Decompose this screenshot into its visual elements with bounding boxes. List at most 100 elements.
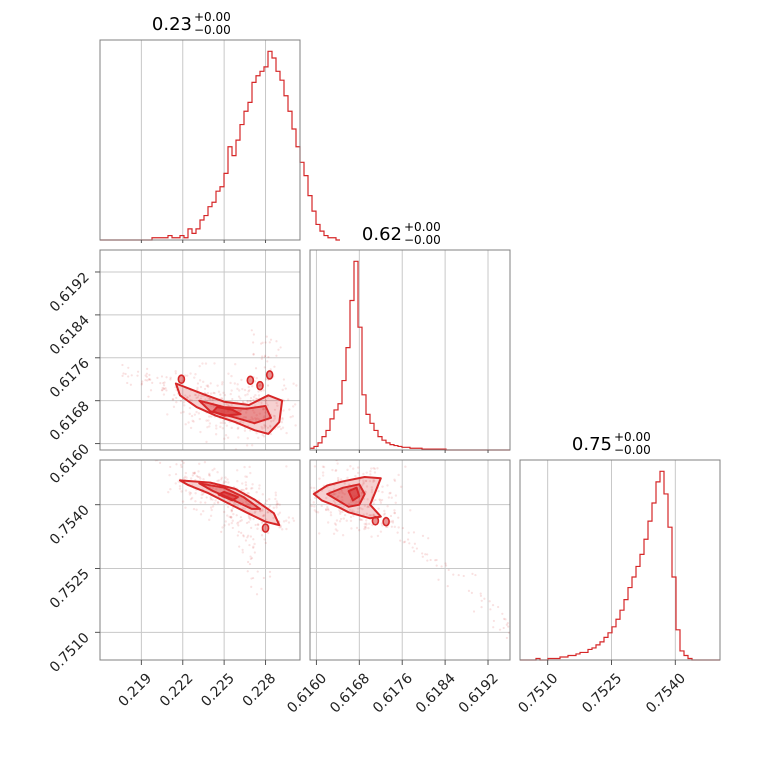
scatter-point (349, 519, 353, 523)
scatter-point (237, 389, 241, 392)
scatter-point (189, 497, 193, 501)
scatter-point (229, 516, 233, 519)
scatter-point (175, 396, 178, 400)
scatter-point (373, 471, 377, 474)
scatter-point (209, 392, 213, 395)
scatter-point (219, 425, 222, 429)
scatter-point (338, 491, 341, 494)
scatter-point (399, 485, 403, 488)
scatter-point (226, 436, 230, 439)
scatter-point (211, 505, 215, 508)
scatter-point (525, 643, 527, 645)
scatter-point (354, 499, 357, 503)
scatter-point (294, 424, 297, 427)
scatter-point (254, 417, 257, 420)
scatter-point (189, 491, 193, 495)
scatter-point (263, 366, 266, 369)
scatter-point (316, 511, 320, 514)
scatter-point (302, 496, 304, 498)
scatter-point (275, 500, 279, 503)
scatter-point (161, 388, 164, 392)
scatter-point (291, 517, 295, 520)
scatter-point (321, 471, 325, 474)
scatter-point (244, 394, 247, 397)
scatter-point (381, 524, 384, 527)
scatter-point (237, 395, 241, 398)
scatter-point (207, 419, 210, 422)
scatter-point (208, 473, 211, 476)
scatter-point (247, 492, 250, 495)
scatter-point (209, 506, 213, 509)
scatter-point (249, 471, 252, 475)
scatter-point (534, 645, 536, 647)
scatter-point (220, 530, 223, 533)
scatter-point (208, 425, 211, 428)
scatter-point (289, 415, 292, 419)
scatter-point (397, 526, 400, 529)
scatter-point (303, 421, 305, 423)
scatter-point (332, 499, 336, 503)
scatter-point (169, 465, 172, 469)
scatter-point (369, 470, 372, 473)
scatter-point (293, 403, 297, 406)
scatter-point (254, 418, 258, 421)
scatter-point (229, 515, 232, 519)
scatter-point (198, 475, 201, 479)
scatter-point (147, 378, 150, 381)
scatter-point (341, 491, 344, 495)
scatter-point (248, 543, 251, 547)
scatter-point (282, 520, 286, 523)
scatter-point (240, 519, 243, 522)
scatter-point (129, 445, 131, 447)
scatter-point (241, 551, 245, 554)
scatter-point (343, 492, 346, 496)
scatter-point (182, 461, 185, 465)
scatter-point (254, 523, 257, 527)
scatter-point (334, 493, 337, 496)
scatter-point (209, 382, 212, 385)
scatter-point (174, 372, 177, 375)
scatter-point (257, 390, 260, 393)
scatter-point (444, 564, 448, 567)
scatter-point (191, 474, 194, 477)
scatter-point (310, 486, 313, 490)
scatter-point (266, 511, 269, 514)
scatter-point (479, 592, 482, 595)
scatter-point (220, 383, 224, 386)
scatter-point (216, 471, 219, 474)
scatter-point (240, 488, 244, 492)
scatter-point (269, 432, 273, 436)
scatter-point (241, 548, 244, 551)
scatter-point (189, 477, 193, 480)
scatter-point (262, 576, 265, 580)
scatter-point (239, 519, 242, 523)
scatter-point (223, 437, 226, 440)
scatter-point (230, 509, 233, 512)
scatter-point (262, 416, 265, 419)
scatter-point (366, 505, 370, 508)
scatter-point (393, 479, 397, 483)
scatter-point (318, 532, 321, 535)
scatter-point (199, 477, 202, 480)
scatter-point (480, 599, 483, 602)
scatter-point (524, 630, 526, 632)
x-tick-label: 0.6176 (370, 670, 416, 716)
scatter-point (364, 525, 367, 529)
scatter-point (165, 376, 168, 379)
contour-island (265, 370, 274, 380)
scatter-point (263, 415, 266, 418)
y-tick-label: 0.7525 (47, 566, 93, 612)
scatter-point (230, 389, 233, 392)
scatter-point (480, 605, 483, 609)
scatter-point (236, 469, 239, 472)
scatter-point (361, 507, 364, 511)
scatter-point (263, 424, 266, 427)
scatter-point (277, 348, 280, 351)
scatter-point (194, 393, 198, 397)
scatter-point (234, 502, 237, 506)
scatter-point (244, 481, 248, 484)
scatter-point (324, 508, 328, 512)
scatter-point (182, 410, 185, 414)
scatter-point (208, 397, 212, 401)
scatter-point (195, 410, 198, 414)
